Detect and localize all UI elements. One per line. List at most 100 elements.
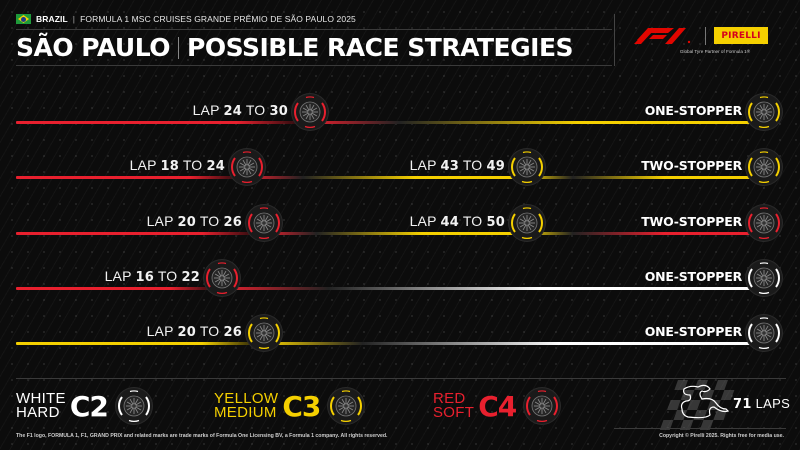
strategy-name: ONE-STOPPER (644, 324, 742, 339)
medium-tyre-icon (509, 205, 545, 241)
medium-type-label: MEDIUM (214, 404, 277, 421)
stint-line-soft (16, 176, 247, 179)
medium-tyre-icon (246, 315, 282, 351)
page-title: SÃO PAULO POSSIBLE RACE STRATEGIES (16, 33, 574, 62)
lap-to-word: TO (462, 157, 483, 173)
lap-prefix: LAP (146, 323, 174, 339)
f1-logo-icon (634, 28, 691, 44)
pit-window-label: LAP 44 TO 50 (410, 213, 505, 230)
lap-prefix: LAP (409, 213, 437, 229)
lap-from: 20 (177, 215, 196, 230)
lap-to: 30 (269, 104, 288, 119)
medium-tyre-icon (746, 149, 782, 185)
stint-line-soft (16, 121, 310, 124)
strategy-name: TWO-STOPPER (641, 214, 742, 229)
lap-to: 22 (181, 270, 200, 285)
header-rule-bottom (16, 65, 612, 66)
stint-line-medium (16, 342, 264, 345)
soft-tyre-icon (524, 388, 561, 424)
stint-line-soft (16, 232, 264, 235)
soft-color-label: RED (433, 390, 466, 407)
lap-prefix: LAP (129, 157, 157, 173)
pit-window-label: LAP 20 TO 26 (147, 323, 242, 340)
lap-prefix: LAP (192, 102, 220, 118)
lap-to-word: TO (199, 323, 220, 339)
strategy-name: TWO-STOPPER (641, 158, 742, 173)
lap-to: 24 (206, 159, 225, 174)
title-location: SÃO PAULO (16, 33, 171, 62)
lap-from: 24 (223, 104, 242, 119)
stint-line-medium (310, 121, 756, 124)
separator: | (72, 14, 76, 24)
pit-window-label: LAP 43 TO 49 (410, 157, 505, 174)
lap-to-word: TO (157, 268, 178, 284)
hard-compound-name: WHITE HARD (16, 390, 66, 421)
soft-tyre-icon (746, 205, 782, 241)
stint-line-medium (527, 176, 756, 179)
lap-prefix: LAP (104, 268, 132, 284)
lap-to: 26 (223, 325, 242, 340)
footer-trademark: The F1 logo, FORMULA 1, F1, GRAND PRIX a… (16, 433, 388, 439)
lap-to-word: TO (245, 102, 266, 118)
stint-line-medium (247, 176, 527, 179)
lap-from: 18 (160, 159, 179, 174)
title-divider (178, 36, 180, 59)
pirelli-logo: PIRELLI (714, 27, 768, 44)
soft-tyre-icon (229, 149, 265, 185)
country-label: BRAZIL (36, 14, 68, 24)
pit-window-label: LAP 18 TO 24 (130, 157, 225, 174)
lap-to-word: TO (199, 213, 220, 229)
hard-tyre-icon (746, 315, 782, 351)
legend-soft: RED SOFT C4 (433, 388, 561, 424)
lap-to: 26 (223, 215, 242, 230)
logo-divider (705, 27, 706, 45)
strategy-name: ONE-STOPPER (644, 103, 742, 118)
pit-window-label: LAP 16 TO 22 (105, 268, 200, 285)
pit-window-label: LAP 24 TO 30 (193, 102, 288, 119)
lap-from: 20 (177, 325, 196, 340)
stint-line-hard (222, 287, 756, 290)
lap-to-word: TO (182, 157, 203, 173)
strategy-name: ONE-STOPPER (644, 269, 742, 284)
partner-tagline: Global Tyre Partner of Formula 1® (679, 49, 751, 54)
interlagos-track-icon (680, 384, 730, 419)
legend-hard: WHITE HARD C2 (16, 388, 152, 424)
lap-to: 50 (486, 215, 505, 230)
medium-tyre-icon (328, 388, 365, 424)
medium-compound-code: C3 (282, 389, 321, 423)
stint-line-soft (16, 287, 222, 290)
soft-tyre-icon (204, 260, 240, 296)
lap-to-word: TO (462, 213, 483, 229)
event-name: FORMULA 1 MSC CRUISES GRANDE PRÊMIO DE S… (80, 14, 356, 24)
title-subject: POSSIBLE RACE STRATEGIES (187, 33, 574, 62)
stint-line-soft (527, 232, 756, 235)
soft-tyre-icon (292, 94, 328, 130)
pit-window-label: LAP 20 TO 26 (147, 213, 242, 230)
logo-panel (614, 14, 786, 66)
laps-label: LAPS (755, 396, 791, 411)
brazil-flag-icon (16, 14, 31, 24)
lap-to: 49 (486, 159, 505, 174)
stint-line-hard (264, 342, 756, 345)
hard-color-label: WHITE (16, 390, 66, 407)
soft-tyre-icon (246, 205, 282, 241)
lap-from: 44 (440, 215, 459, 230)
lap-from: 16 (135, 270, 154, 285)
race-laps: 71 LAPS (733, 396, 790, 412)
soft-compound-code: C4 (478, 389, 517, 423)
medium-compound-name: YELLOW MEDIUM (214, 391, 278, 421)
footer-copyright: Copyright © Pirelli 2025. Rights free fo… (659, 433, 784, 439)
soft-compound-name: RED SOFT (433, 390, 475, 421)
hard-tyre-icon (115, 388, 152, 424)
soft-type-label: SOFT (433, 404, 475, 421)
hard-tyre-icon (746, 260, 782, 296)
lap-from: 43 (440, 159, 459, 174)
hard-type-label: HARD (16, 404, 60, 421)
lap-prefix: LAP (146, 213, 174, 229)
medium-tyre-icon (509, 149, 545, 185)
event-subheader: BRAZIL | FORMULA 1 MSC CRUISES GRANDE PR… (16, 13, 356, 25)
legend-rule-top (16, 378, 786, 379)
legend-rule-bottom (614, 428, 786, 429)
header-rule-top (16, 29, 612, 30)
medium-tyre-icon (746, 94, 782, 130)
